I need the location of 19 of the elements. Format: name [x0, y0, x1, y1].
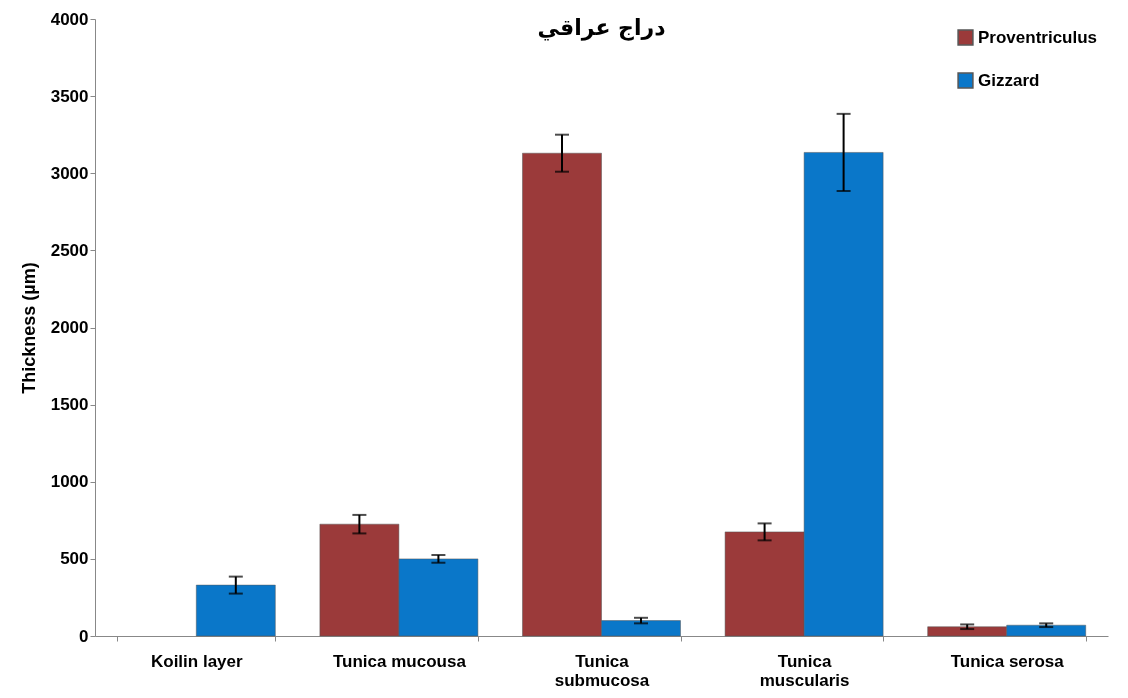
x-tick-label: Tunica submucosa [554, 651, 650, 690]
x-tick-label: Koilin layer [150, 651, 243, 671]
legend-label: Proventriculus [978, 27, 1098, 47]
y-tick-label: 2000 [50, 318, 89, 337]
chart-title: دراج عراقي [537, 15, 666, 41]
y-tick-label: 500 [60, 549, 89, 569]
legend-label: Gizzard [978, 70, 1040, 90]
y-tick-label: 3000 [50, 163, 89, 183]
y-tick-label: 4000 [50, 9, 89, 29]
y-tick-label: 2500 [50, 240, 89, 260]
x-tick-label: Tunica serosa [950, 651, 1065, 671]
y-tick-label: 0 [79, 626, 89, 646]
y-tick-label: 1000 [50, 472, 89, 492]
y-tick-label: 3500 [50, 86, 89, 106]
x-tick-label: Tunica mucousa [332, 651, 467, 671]
bar [196, 584, 276, 637]
x-tick-label: Tunica muscularis [759, 651, 850, 690]
y-axis-title: Thickness (µm) [18, 262, 39, 394]
y-tick-label: 1500 [50, 395, 89, 415]
